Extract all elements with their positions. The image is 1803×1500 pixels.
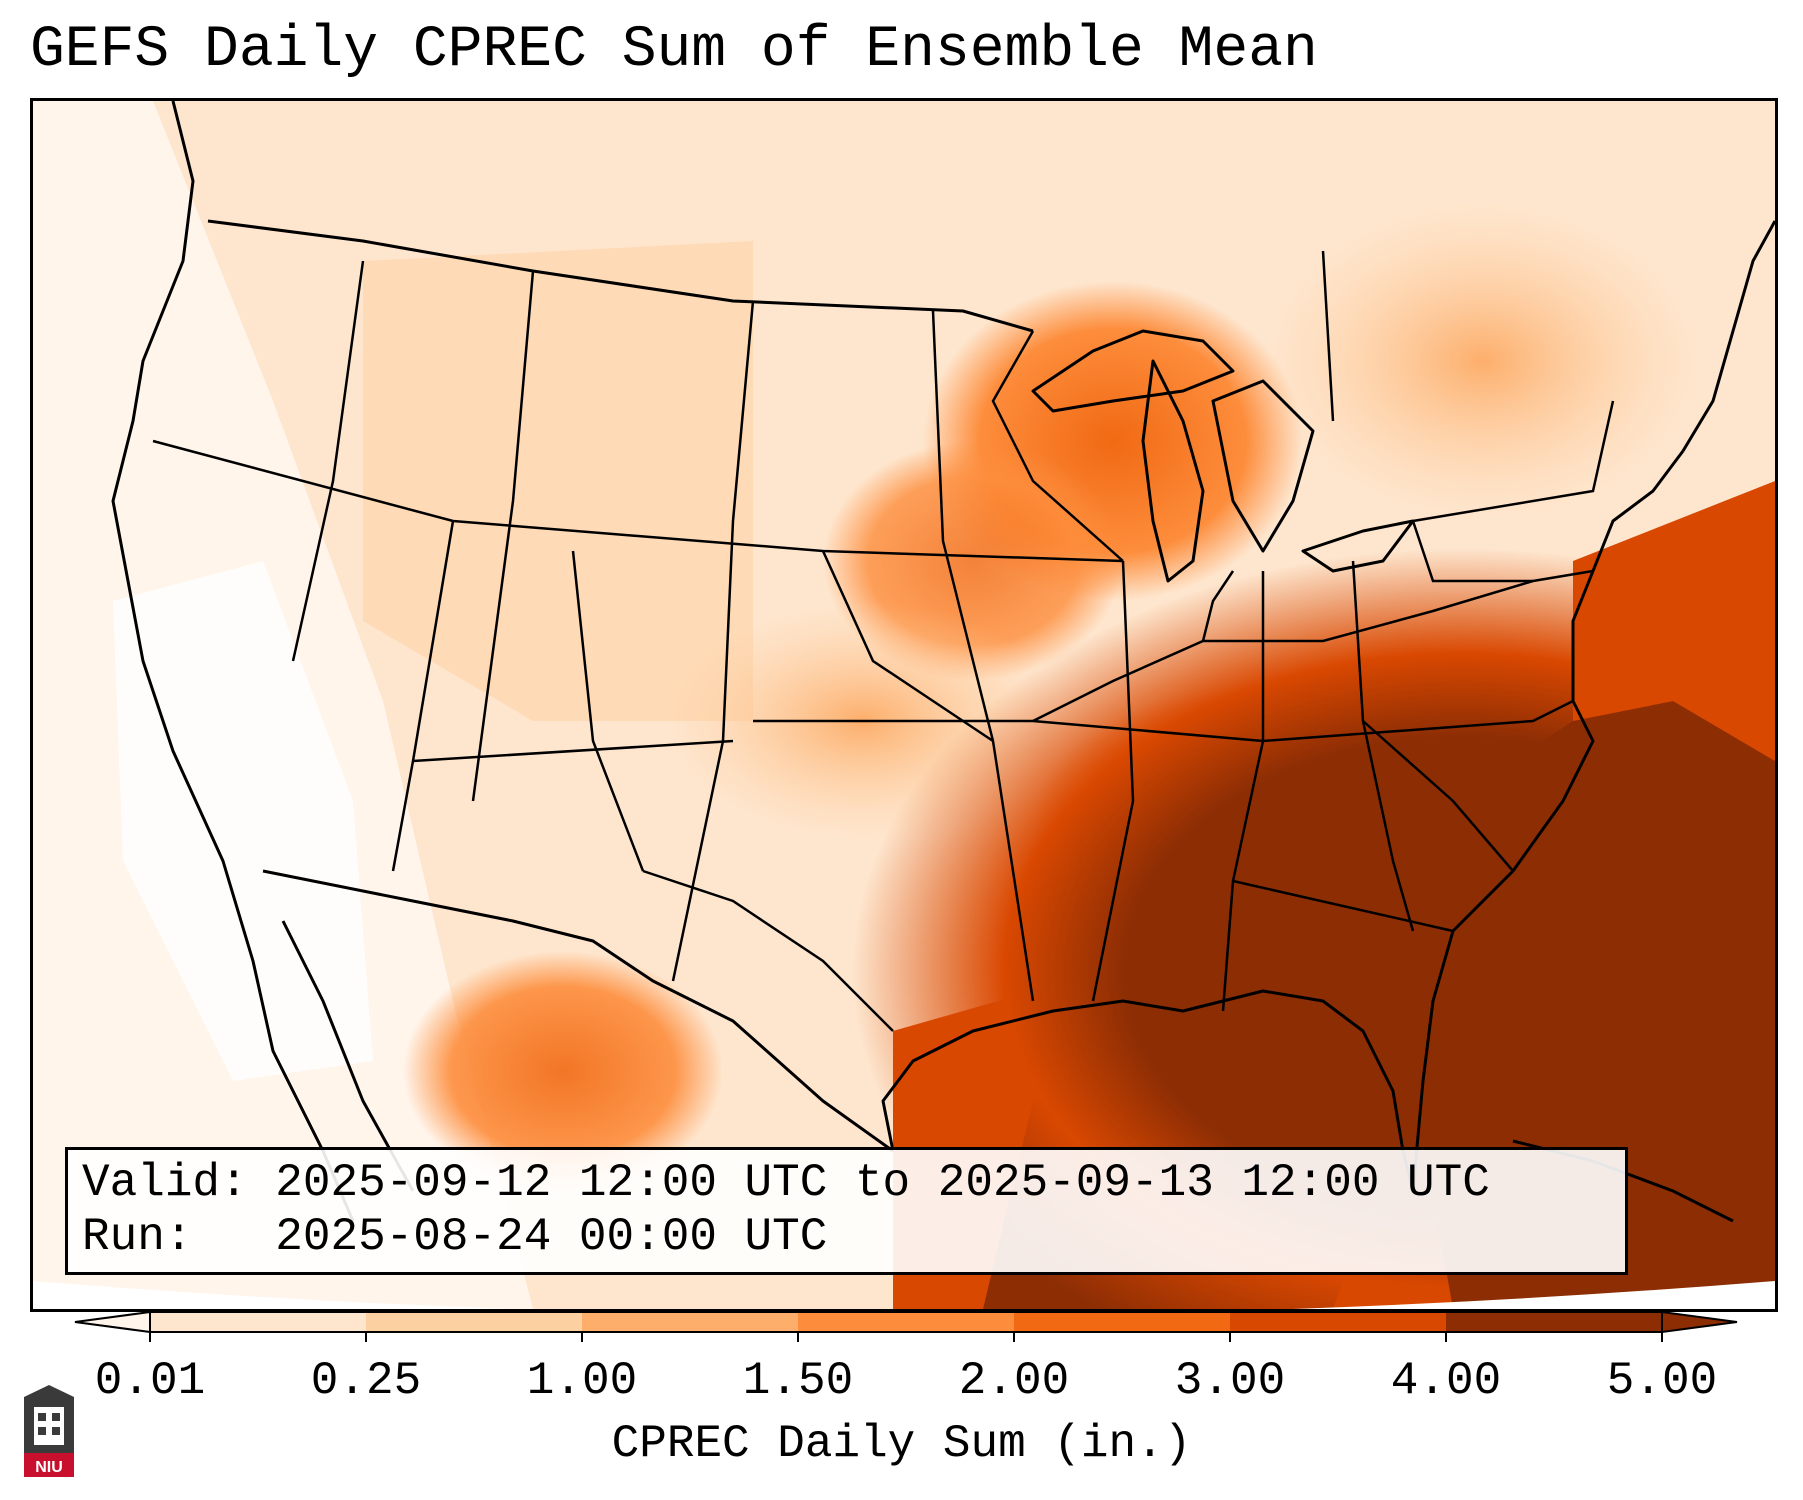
colorbar-tick-label: 2.00 xyxy=(958,1355,1070,1407)
colorbar-title: CPREC Daily Sum (in.) xyxy=(611,1418,1192,1470)
colorbar-segment xyxy=(1446,1312,1662,1332)
new-england xyxy=(1681,220,1775,452)
precip-map xyxy=(33,101,1775,1309)
logo-red-band xyxy=(24,1453,74,1477)
run-value: 2025-08-24 00:00 UTC xyxy=(275,1211,828,1263)
colorbar-segment xyxy=(798,1312,1014,1332)
lake-erie xyxy=(1301,519,1415,573)
valid-label: Valid: xyxy=(82,1157,248,1209)
lake-superior xyxy=(1031,329,1235,413)
colorbar-extend-low xyxy=(74,1310,151,1334)
colorbar-border xyxy=(149,1311,1663,1333)
west-coast xyxy=(111,101,355,1222)
colorbar-tick-label: 4.00 xyxy=(1390,1355,1502,1407)
run-label: Run: xyxy=(82,1211,193,1263)
valid-line: Valid: 2025-09-12 12:00 UTC to 2025-09-1… xyxy=(82,1156,1611,1210)
niu-logo: NIU xyxy=(24,1385,74,1477)
logo-windows xyxy=(38,1413,60,1435)
colorbar-segment xyxy=(366,1312,582,1332)
colorbar-tick-label: 1.50 xyxy=(742,1355,854,1407)
political-boundaries xyxy=(111,101,1775,1223)
us-canada-border xyxy=(207,219,1034,333)
state-lines xyxy=(152,250,1615,1032)
colorbar-tick-label: 5.00 xyxy=(1606,1355,1718,1407)
map-panel xyxy=(30,98,1778,1312)
lake-huron xyxy=(1211,379,1315,553)
colorbar-tick-label: 3.00 xyxy=(1174,1355,1286,1407)
domain-edge xyxy=(33,1281,1775,1309)
atlantic-coast xyxy=(1411,450,1685,1192)
colorbar-segment xyxy=(582,1312,798,1332)
colorbar-tick-label: 1.00 xyxy=(526,1355,638,1407)
colorbar xyxy=(74,1310,1738,1342)
valid-run-info-box: Valid: 2025-09-12 12:00 UTC to 2025-09-1… xyxy=(65,1147,1628,1275)
colorbar-segment xyxy=(1014,1312,1230,1332)
colorbar-segment xyxy=(150,1312,366,1332)
colorbar-extend-high xyxy=(1661,1310,1738,1334)
lake-michigan xyxy=(1141,359,1205,583)
atlantic-edge xyxy=(1573,481,1775,761)
logo-tower xyxy=(34,1407,64,1445)
colorbar-tick-label: 0.01 xyxy=(94,1355,206,1407)
mexico-border xyxy=(262,869,894,1153)
chart-title: GEFS Daily CPREC Sum of Ensemble Mean xyxy=(30,18,1318,83)
run-line: Run: 2025-08-24 00:00 UTC xyxy=(82,1210,1611,1264)
colorbar-tick-label: 0.25 xyxy=(310,1355,422,1407)
valid-value: 2025-09-12 12:00 UTC to 2025-09-13 12:00… xyxy=(275,1157,1490,1209)
colorbar-segment xyxy=(1230,1312,1446,1332)
logo-text: NIU xyxy=(35,1459,63,1476)
baja xyxy=(281,920,415,1192)
gulf-coast xyxy=(881,989,1415,1192)
